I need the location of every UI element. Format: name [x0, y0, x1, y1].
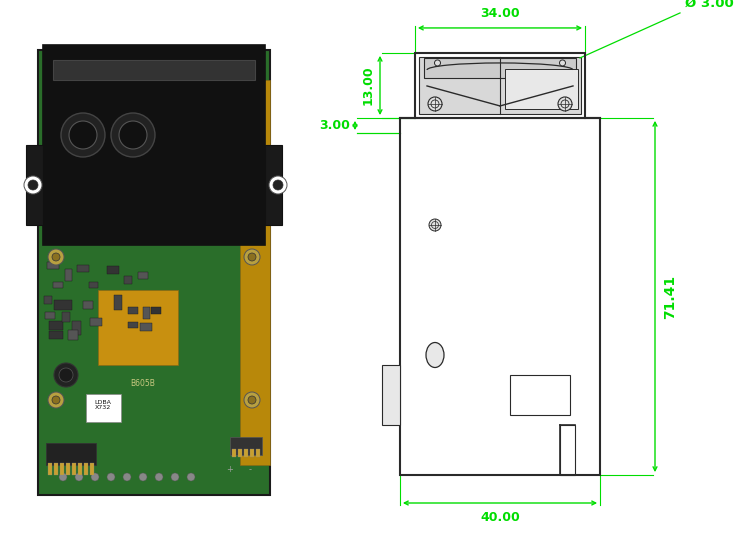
Text: 34.00: 34.00 — [480, 7, 520, 20]
Circle shape — [91, 473, 99, 481]
Text: B605B: B605B — [130, 378, 155, 388]
Circle shape — [61, 113, 105, 157]
Circle shape — [54, 363, 78, 387]
Bar — [140, 323, 152, 331]
Bar — [45, 311, 55, 318]
Bar — [238, 449, 242, 457]
Circle shape — [69, 121, 97, 149]
Bar — [560, 425, 575, 475]
Circle shape — [123, 473, 131, 481]
Bar — [68, 330, 78, 340]
Bar — [48, 463, 52, 475]
Bar — [54, 463, 58, 475]
Bar — [71, 321, 80, 335]
Bar — [90, 463, 94, 475]
Bar — [44, 296, 52, 304]
Circle shape — [558, 97, 572, 111]
Circle shape — [248, 253, 256, 261]
Bar — [77, 265, 89, 272]
Circle shape — [248, 396, 256, 404]
Bar — [107, 266, 119, 274]
Bar — [62, 312, 70, 322]
Circle shape — [269, 176, 287, 194]
Bar — [83, 301, 93, 309]
Bar — [114, 294, 122, 310]
Bar — [72, 463, 76, 475]
Circle shape — [59, 473, 67, 481]
Text: 40.00: 40.00 — [480, 511, 520, 524]
Bar — [49, 331, 63, 339]
Bar — [60, 463, 64, 475]
Bar — [78, 463, 82, 475]
Circle shape — [48, 249, 64, 265]
Bar — [53, 60, 255, 80]
Circle shape — [560, 60, 566, 66]
Bar — [230, 437, 262, 455]
Bar — [84, 463, 88, 475]
Text: 13.00: 13.00 — [362, 65, 375, 105]
Text: Ø 3.00: Ø 3.00 — [685, 0, 734, 10]
Bar — [424, 58, 576, 78]
Bar — [128, 322, 138, 328]
Bar — [415, 53, 585, 118]
Bar — [98, 290, 178, 365]
Bar — [54, 300, 72, 310]
Ellipse shape — [426, 343, 444, 367]
Bar — [505, 69, 578, 109]
Bar — [124, 276, 132, 284]
Circle shape — [273, 180, 283, 190]
Bar — [256, 449, 260, 457]
Bar — [26, 145, 43, 225]
Bar — [46, 443, 96, 465]
Circle shape — [139, 473, 147, 481]
Circle shape — [429, 219, 441, 231]
Circle shape — [52, 396, 60, 404]
Bar — [382, 365, 400, 425]
Circle shape — [24, 176, 42, 194]
Circle shape — [428, 97, 442, 111]
Circle shape — [111, 113, 155, 157]
Circle shape — [48, 392, 64, 408]
Circle shape — [59, 368, 73, 382]
Bar — [265, 145, 282, 225]
Text: LDBA
X732: LDBA X732 — [94, 400, 112, 410]
Bar — [232, 449, 236, 457]
Bar — [86, 394, 121, 422]
Bar — [43, 45, 265, 245]
Bar — [38, 50, 270, 495]
Bar — [240, 80, 270, 465]
Circle shape — [155, 473, 163, 481]
Circle shape — [244, 392, 260, 408]
Circle shape — [107, 473, 115, 481]
Bar — [53, 282, 63, 288]
Circle shape — [28, 180, 38, 190]
Bar — [400, 118, 600, 475]
Circle shape — [244, 249, 260, 265]
Bar — [47, 261, 59, 268]
Bar — [138, 272, 148, 278]
Bar — [49, 321, 63, 329]
Bar — [128, 306, 138, 313]
Text: -: - — [248, 465, 251, 475]
Text: 71.41: 71.41 — [663, 274, 677, 318]
Bar — [66, 463, 70, 475]
Text: 3.00: 3.00 — [320, 119, 350, 132]
Bar — [88, 282, 98, 288]
Bar — [90, 318, 102, 326]
Circle shape — [75, 473, 83, 481]
Bar — [64, 269, 71, 281]
Bar — [142, 307, 149, 319]
Bar — [250, 449, 254, 457]
Bar — [419, 57, 581, 114]
Bar — [151, 306, 161, 313]
Text: +: + — [226, 465, 233, 475]
Circle shape — [434, 60, 440, 66]
Bar — [510, 375, 570, 415]
Circle shape — [52, 253, 60, 261]
Circle shape — [187, 473, 195, 481]
Circle shape — [119, 121, 147, 149]
Circle shape — [171, 473, 179, 481]
Bar — [244, 449, 248, 457]
